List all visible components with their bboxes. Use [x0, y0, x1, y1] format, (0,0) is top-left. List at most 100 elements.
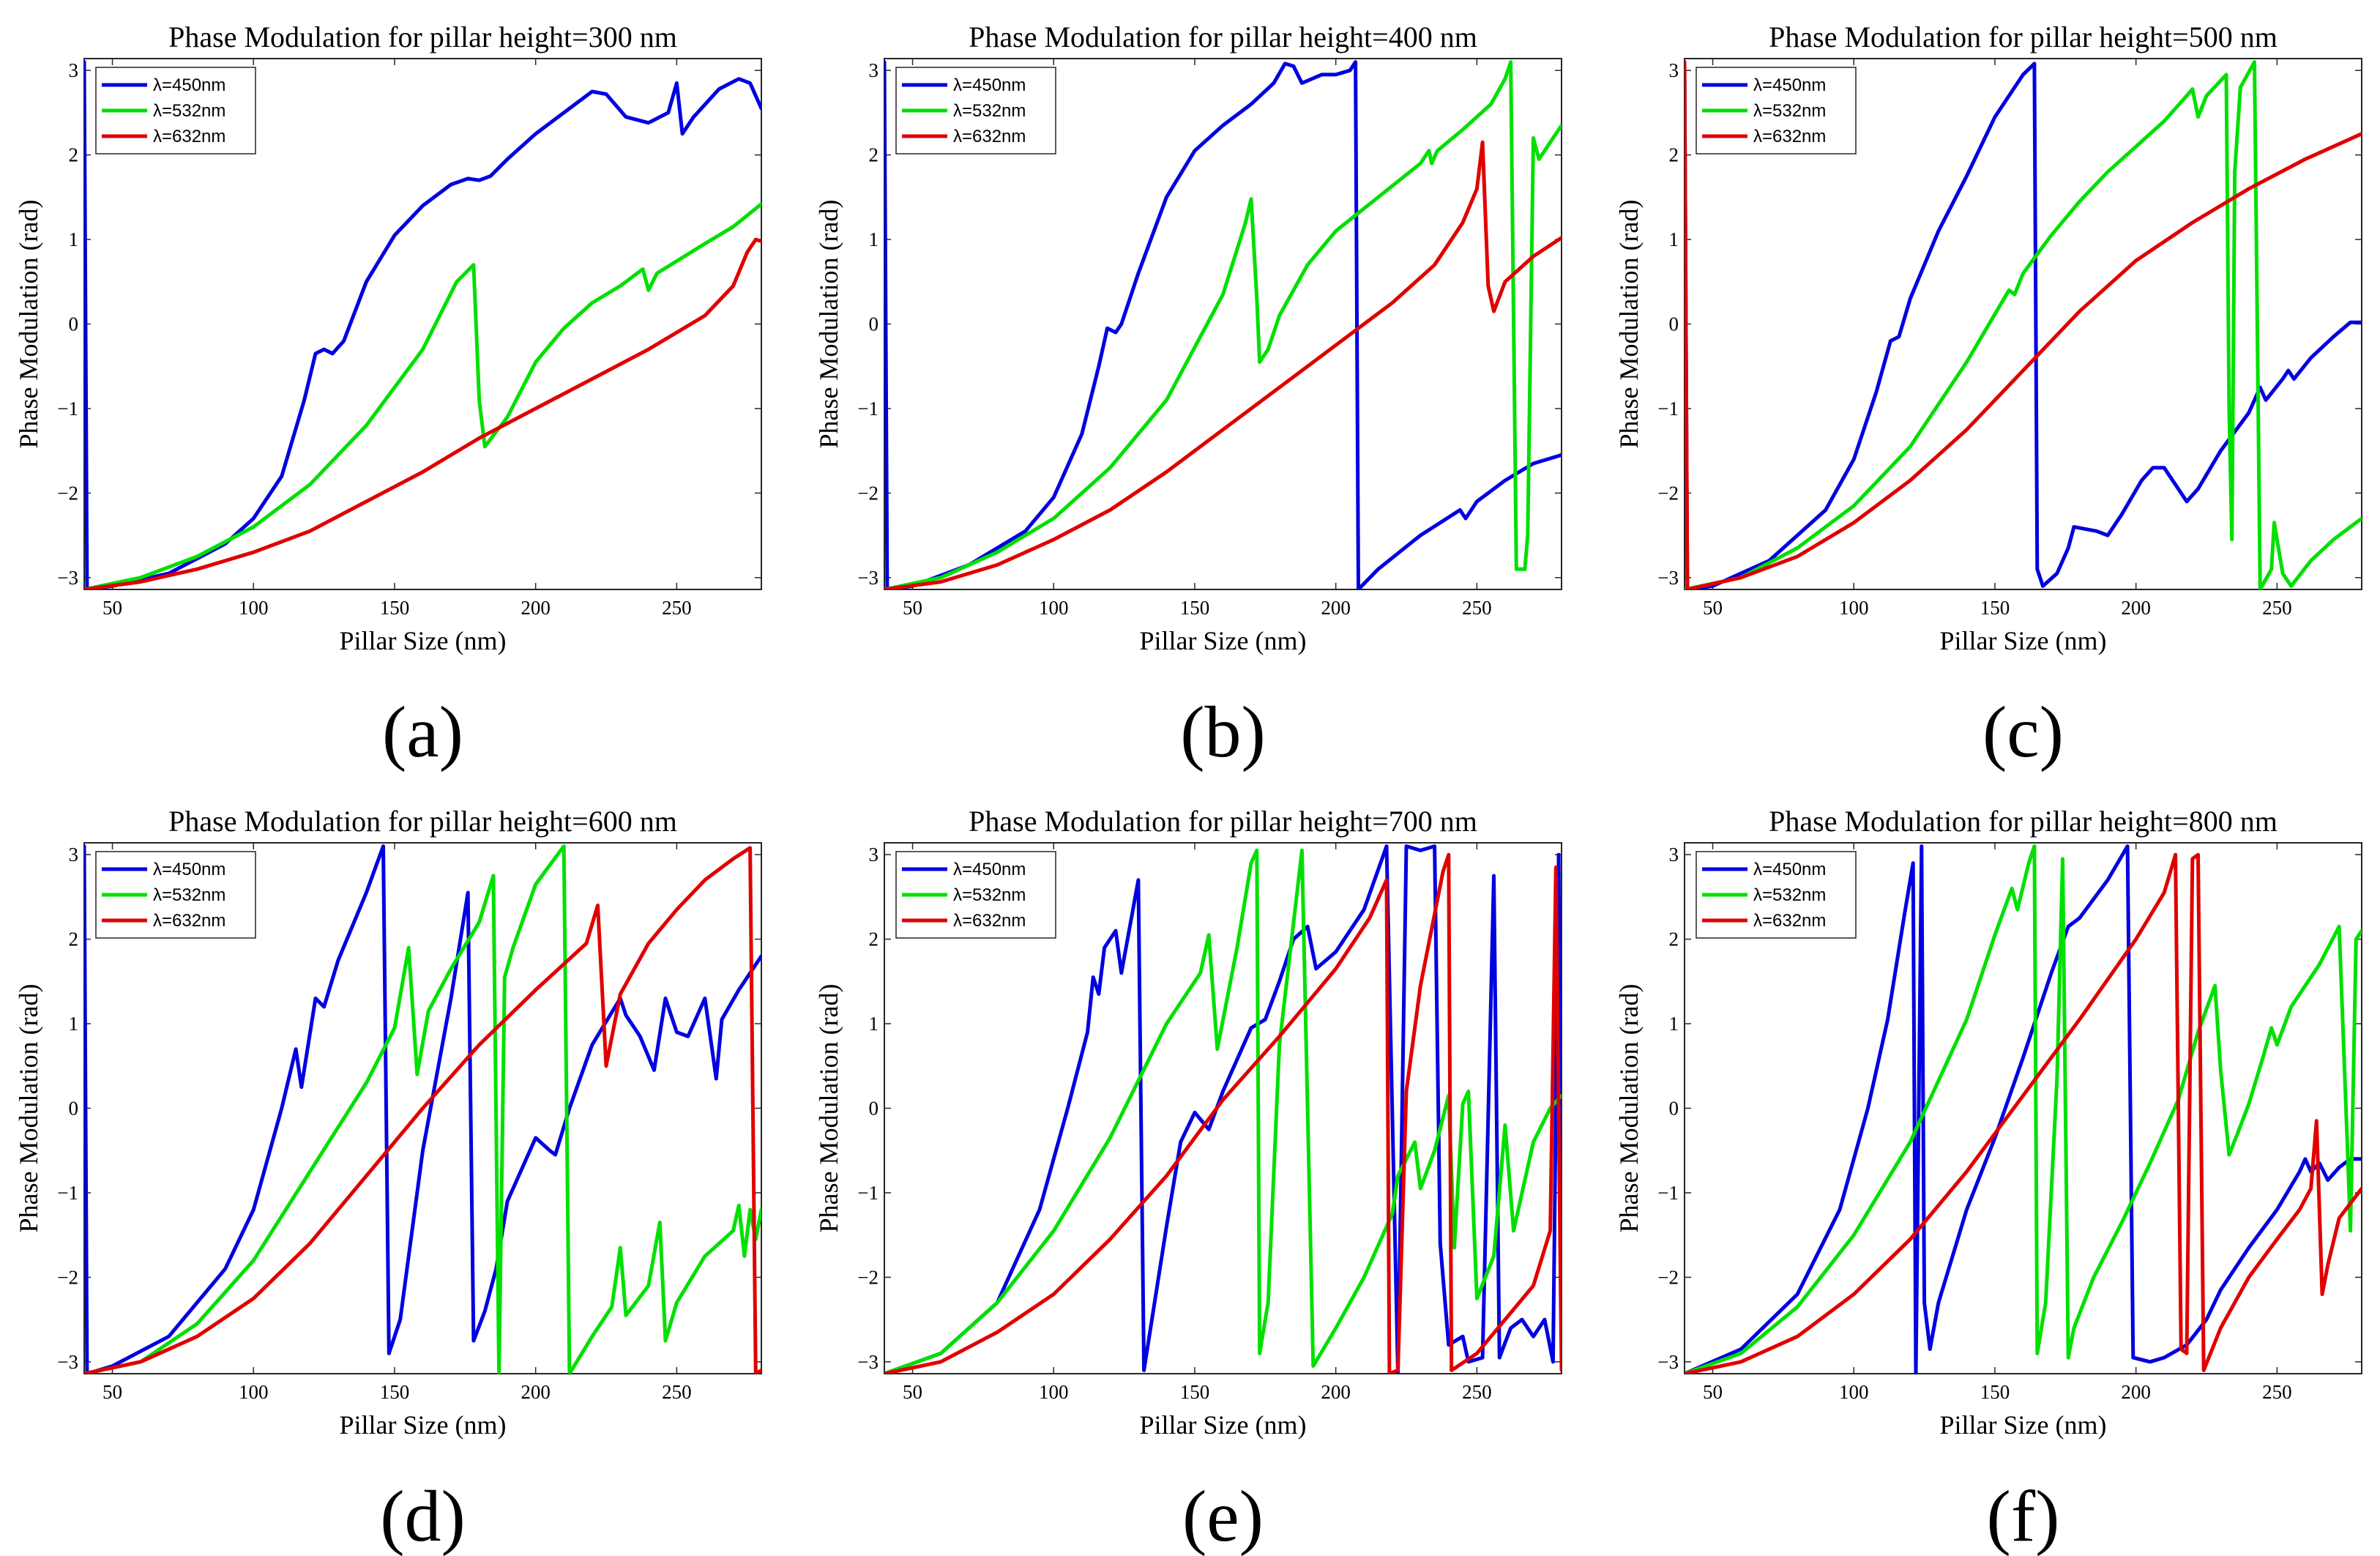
y-tick-label: −1 — [857, 1182, 878, 1204]
x-axis-label: Pillar Size (nm) — [340, 1410, 507, 1440]
x-tick-label: 200 — [2121, 597, 2151, 619]
legend: λ=450nm λ=532nm λ=632nm — [1696, 851, 1857, 939]
y-tick-label: 3 — [69, 844, 79, 866]
y-tick-label: 2 — [869, 144, 879, 166]
y-tick-label: 1 — [69, 228, 79, 250]
series-group — [84, 844, 761, 1374]
y-tick-label: −3 — [57, 567, 78, 589]
series-line-632nm — [84, 237, 761, 589]
y-tick-label: 1 — [69, 1013, 79, 1035]
x-tick-label: 150 — [1980, 597, 2010, 619]
series-line-532nm — [84, 844, 761, 1374]
x-tick-label: 250 — [1462, 1381, 1492, 1403]
y-tick-label: 3 — [1669, 59, 1679, 81]
y-axis-label: Phase Modulation (rad) — [814, 984, 843, 1233]
series-group — [1685, 60, 2362, 589]
y-tick-label: −2 — [1657, 1266, 1679, 1288]
y-tick-label: 1 — [869, 228, 879, 250]
y-tick-label: 2 — [1669, 144, 1679, 166]
legend-label: λ=532nm — [953, 885, 1026, 905]
legend-label: λ=632nm — [1753, 127, 1826, 146]
y-tick-label: 3 — [869, 59, 879, 81]
y-tick-label: −3 — [1657, 567, 1679, 589]
x-tick-label: 50 — [102, 597, 122, 619]
subplot-caption: (f) — [1987, 1475, 2060, 1556]
x-tick-label: 100 — [239, 1381, 269, 1403]
panels: 50 100 150 200 250−3−2−10123λ=450nmλ=532nmλ=… — [14, 21, 2362, 1556]
legend: λ=450nm λ=532nm λ=632nm — [1696, 67, 1857, 155]
legend-label: λ=450nm — [953, 860, 1026, 879]
x-tick-label: 50 — [102, 1381, 122, 1403]
y-tick-label: −2 — [857, 482, 878, 504]
series-line-632nm — [84, 846, 761, 1374]
legend: λ=450nm λ=532nm λ=632nm — [95, 67, 256, 155]
legend-label: λ=450nm — [1753, 75, 1826, 95]
y-tick-label: 0 — [1669, 313, 1679, 335]
x-tick-label: 150 — [1180, 1381, 1210, 1403]
series-line-450nm — [84, 844, 761, 1374]
legend-label: λ=632nm — [1753, 911, 1826, 931]
x-axis-label: Pillar Size (nm) — [1940, 1410, 2107, 1440]
legend-label: λ=632nm — [953, 127, 1026, 146]
series-line-632nm — [884, 140, 1562, 589]
series-line-632nm — [1685, 852, 2362, 1374]
y-tick-label: 1 — [1669, 1013, 1679, 1035]
x-tick-label: 100 — [239, 597, 269, 619]
subplot-caption: (d) — [380, 1475, 466, 1556]
legend-label: λ=632nm — [153, 127, 225, 146]
subplot-title: Phase Modulation for pillar height=700 n… — [969, 805, 1477, 838]
series-line-532nm — [1685, 60, 2362, 589]
series-group — [1685, 844, 2362, 1374]
y-tick-label: 1 — [869, 1013, 879, 1035]
y-tick-label: −2 — [1657, 482, 1679, 504]
legend-label: λ=532nm — [153, 101, 225, 121]
x-tick-label: 250 — [662, 1381, 692, 1403]
y-axis-label: Phase Modulation (rad) — [1614, 200, 1644, 449]
series-line-450nm — [884, 60, 1562, 589]
legend: λ=450nm λ=532nm λ=632nm — [95, 851, 256, 939]
y-tick-label: −2 — [57, 1266, 78, 1288]
y-tick-label: 0 — [869, 1098, 879, 1120]
x-tick-label: 100 — [1039, 1381, 1069, 1403]
series-line-632nm — [1685, 60, 2362, 589]
y-tick-label: −1 — [857, 398, 878, 420]
legend-label: λ=532nm — [1753, 101, 1826, 121]
subplot-title: Phase Modulation for pillar height=300 n… — [168, 21, 677, 53]
series-group — [884, 60, 1562, 589]
y-tick-label: 2 — [869, 928, 879, 950]
y-tick-label: 2 — [69, 144, 79, 166]
x-tick-label: 150 — [380, 1381, 410, 1403]
x-axis-label: Pillar Size (nm) — [1940, 626, 2107, 655]
series-group — [84, 60, 761, 589]
x-tick-label: 50 — [903, 597, 922, 619]
subplot-title: Phase Modulation for pillar height=500 n… — [1769, 21, 2278, 53]
x-tick-label: 50 — [903, 1381, 922, 1403]
subplot-title: Phase Modulation for pillar height=800 n… — [1769, 805, 2278, 838]
legend-label: λ=450nm — [1753, 860, 1826, 879]
x-tick-label: 100 — [1039, 597, 1069, 619]
x-tick-label: 250 — [2262, 597, 2292, 619]
y-tick-label: 3 — [1669, 844, 1679, 866]
series-line-532nm — [884, 60, 1562, 589]
y-axis-label: Phase Modulation (rad) — [1614, 984, 1644, 1233]
subplot-d: 50 100 150 200 250−3−2−10123λ=450nmλ=532nmλ=… — [14, 805, 762, 1556]
subplot-title: Phase Modulation for pillar height=400 n… — [969, 21, 1477, 53]
legend: λ=450nm λ=532nm λ=632nm — [895, 851, 1056, 939]
y-tick-label: 0 — [1669, 1098, 1679, 1120]
legend-label: λ=632nm — [953, 911, 1026, 931]
x-tick-label: 100 — [1839, 1381, 1869, 1403]
x-tick-label: 50 — [1703, 597, 1723, 619]
legend-label: λ=532nm — [153, 885, 225, 905]
x-tick-label: 200 — [1321, 1381, 1351, 1403]
x-tick-label: 200 — [1321, 597, 1351, 619]
subplot-caption: (c) — [1982, 691, 2064, 773]
y-tick-label: 2 — [1669, 928, 1679, 950]
x-tick-label: 250 — [1462, 597, 1492, 619]
x-axis-label: Pillar Size (nm) — [1140, 626, 1307, 655]
x-axis-label: Pillar Size (nm) — [340, 626, 507, 655]
subplot-title: Phase Modulation for pillar height=600 n… — [168, 805, 677, 838]
x-tick-label: 150 — [1980, 1381, 2010, 1403]
subplot-a: 50 100 150 200 250−3−2−10123λ=450nmλ=532nmλ=… — [14, 21, 762, 773]
y-tick-label: −2 — [857, 1266, 878, 1288]
y-axis-label: Phase Modulation (rad) — [14, 984, 43, 1233]
